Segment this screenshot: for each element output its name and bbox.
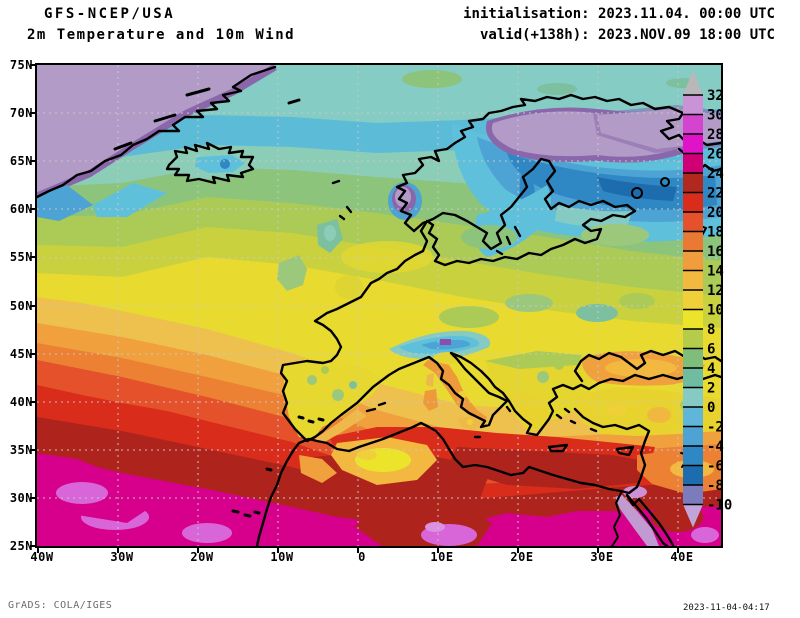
lon-tick: [517, 547, 519, 553]
colorbar-segment: [683, 368, 703, 388]
lon-tick: [597, 547, 599, 553]
colorbar-segment: [683, 173, 703, 193]
colorbar-segment: [683, 309, 703, 329]
colorbar-segment: [683, 270, 703, 290]
colorbar-tick-label: 10: [707, 303, 724, 319]
lon-tick: [677, 547, 679, 553]
colorbar-tick-label: 18: [707, 225, 724, 241]
lat-tick-label: 65N: [9, 154, 33, 169]
colorbar-tick-label: -4: [707, 439, 724, 455]
colorbar-tick-label: 0: [707, 400, 715, 416]
lon-tick-label: 40E: [670, 550, 694, 564]
lat-tick: [30, 496, 36, 499]
colorbar-tick-label: 32: [707, 88, 724, 104]
colorbar-tick-label: 30: [707, 108, 724, 124]
colorbar-tick-label: 24: [707, 166, 724, 182]
lat-tick-label: 40N: [9, 394, 33, 409]
lat-tick: [30, 448, 36, 451]
lon-tick-label: 30E: [590, 550, 614, 564]
lat-tick-label: 70N: [9, 106, 33, 121]
colorbar-segment: [683, 192, 703, 212]
lon-tick-label: 20E: [510, 550, 534, 564]
colorbar-tick-label: -8: [707, 478, 724, 494]
temperature-map: [37, 65, 721, 546]
grads-credit: GrADS: COLA/IGES: [8, 600, 113, 611]
lon-tick: [197, 547, 199, 553]
colorbar-segment: [683, 446, 703, 466]
colorbar-segment: [683, 134, 703, 154]
colorbar-segment: [683, 407, 703, 427]
valid-time-label: valid(+138h): 2023.NOV.09 18:00 UTC: [479, 27, 775, 43]
lon-tick-label: 10W: [270, 550, 294, 564]
lat-tick: [30, 545, 36, 547]
colorbar-tick-label: 20: [707, 205, 724, 221]
lat-tick: [30, 256, 36, 259]
lat-tick-label: 25N: [9, 539, 33, 553]
colorbar-tick-label: 16: [707, 244, 724, 260]
colorbar-tick-label: 14: [707, 264, 724, 280]
lon-tick: [277, 547, 279, 553]
colorbar-segment: [683, 485, 703, 505]
colorbar-tick-label: 12: [707, 283, 724, 299]
colorbar-tick-label: 4: [707, 361, 715, 377]
map-plot-frame: [35, 63, 723, 548]
lon-tick: [437, 547, 439, 553]
lat-tick: [30, 352, 36, 355]
colorbar-tick-label: 2: [707, 381, 715, 397]
lon-tick-label: 0: [358, 550, 366, 564]
colorbar-over-triangle: [683, 70, 703, 95]
lat-tick-label: 55N: [9, 250, 33, 265]
init-time-label: initialisation: 2023.11.04. 00:00 UTC: [463, 6, 775, 22]
colorbar-segment: [683, 114, 703, 134]
colorbar-segment: [683, 95, 703, 115]
grid-lines: [37, 65, 721, 546]
colorbar-segment: [683, 465, 703, 485]
colorbar-segment: [683, 290, 703, 310]
colorbar-segment: [683, 348, 703, 368]
lon-tick: [37, 547, 39, 553]
colorbar-tick-label: -6: [707, 459, 724, 475]
colorbar-tick-label: 26: [707, 147, 724, 163]
product-title: 2m Temperature and 10m Wind: [27, 27, 296, 43]
colorbar-segment: [683, 329, 703, 349]
coastlines: [37, 65, 721, 546]
creation-timestamp: 2023-11-04-04:17: [683, 603, 770, 613]
lat-tick: [30, 400, 36, 403]
lat-tick: [30, 160, 36, 163]
lon-tick-label: 30W: [110, 550, 134, 564]
colorbar-segment: [683, 251, 703, 271]
lat-tick-label: 50N: [9, 298, 33, 313]
colorbar-segment: [683, 153, 703, 173]
lat-tick: [30, 208, 36, 211]
lon-tick-label: 40W: [30, 550, 54, 564]
lat-tick-label: 30N: [9, 490, 33, 505]
lon-tick-label: 20W: [190, 550, 214, 564]
colorbar-tick-label: -10: [707, 498, 732, 514]
colorbar-tick-label: 28: [707, 127, 724, 143]
colorbar-segment: [683, 387, 703, 407]
lat-tick-label: 45N: [9, 346, 33, 361]
lat-tick-label: 35N: [9, 442, 33, 457]
lat-tick: [30, 112, 36, 115]
colorbar-segment: [683, 212, 703, 232]
lat-tick: [30, 304, 36, 307]
colorbar-segment: [683, 426, 703, 446]
colorbar-tick-label: 8: [707, 322, 715, 338]
colorbar-segment: [683, 231, 703, 251]
colorbar-tick-label: 6: [707, 342, 715, 358]
colorbar-tick-label: 22: [707, 186, 724, 202]
colorbar-tick-label: -2: [707, 420, 724, 436]
lon-tick: [117, 547, 119, 553]
model-title: GFS-NCEP/USA: [44, 6, 176, 22]
lon-tick-label: 10E: [430, 550, 454, 564]
colorbar-under-triangle: [683, 504, 703, 528]
lat-tick-label: 60N: [9, 202, 33, 217]
lon-tick: [357, 547, 359, 553]
colorbar: 32 30 28 26 24 22 20 18 16 14 12 10 8 6 4 2 0 -2 -4 -6 -8 -10: [681, 69, 777, 539]
lat-tick-label: 75N: [9, 58, 33, 72]
lat-tick: [30, 64, 36, 66]
